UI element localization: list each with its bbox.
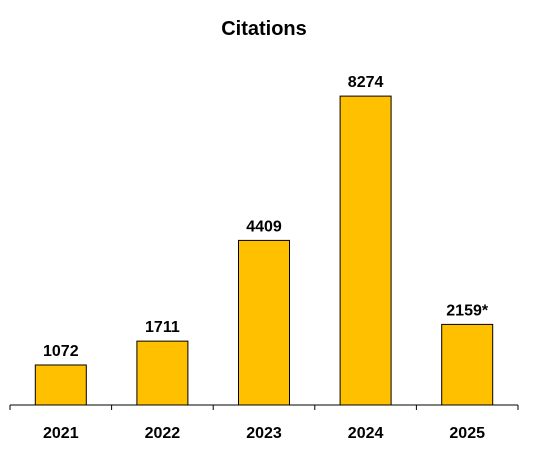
chart-title: Citations [221,18,307,40]
x-tick-label-2024: 2024 [348,425,384,442]
data-label-2023: 4409 [246,218,282,235]
data-label-2022: 1711 [145,319,180,336]
bar-2023 [238,239,290,406]
bar-2021 [34,364,87,406]
x-tick-label-2023: 2023 [246,425,282,442]
x-tick-label-2022: 2022 [145,425,181,442]
bar-2025 [441,323,494,406]
data-labels-layer: 1072 1711 4409 8274 2159* [43,74,489,360]
bar-2024 [339,95,392,406]
data-label-2024: 8274 [348,74,384,91]
x-axis-ticks [9,405,519,410]
data-label-2021: 1072 [43,343,79,360]
x-tick-label-2025: 2025 [449,425,485,442]
bars-layer [34,95,494,406]
x-tick-label-2021: 2021 [43,425,79,442]
x-axis-tick-labels: 2021 2022 2023 2024 2025 [43,425,485,442]
data-label-2025: 2159* [446,302,489,319]
bar-2022 [136,340,189,406]
